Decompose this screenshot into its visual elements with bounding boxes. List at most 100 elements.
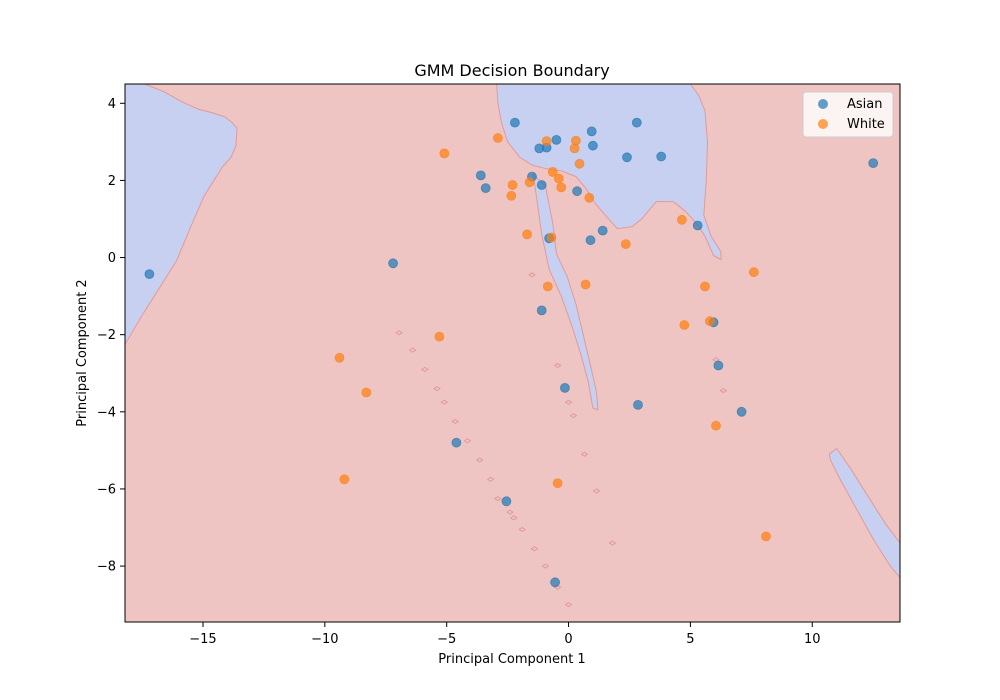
point-asian <box>597 225 608 236</box>
point-white <box>571 135 581 146</box>
boundary-artifact <box>408 347 417 353</box>
legend-marker-white <box>818 119 828 129</box>
x-axis-title: Principal Component 1 <box>438 652 585 667</box>
point-asian <box>480 183 491 194</box>
y-tick-label: 0 <box>108 251 116 266</box>
decision-region-background <box>125 84 900 622</box>
boundary-artifact <box>569 413 578 419</box>
point-asian <box>713 360 724 371</box>
point-asian <box>388 258 399 269</box>
y-tick-label: 4 <box>108 97 116 112</box>
point-asian <box>572 186 582 197</box>
point-asian <box>585 235 596 246</box>
boundary-artifact <box>564 602 573 608</box>
boundary-artifact <box>712 357 720 363</box>
point-white <box>507 180 518 190</box>
x-tick-label: −5 <box>437 632 456 647</box>
x-tick-label: −10 <box>311 632 338 647</box>
point-white <box>679 320 690 330</box>
boundary-artifact <box>463 438 472 444</box>
boundary-artifact <box>509 515 518 521</box>
point-white <box>584 192 595 203</box>
boundary-artifact <box>395 330 404 336</box>
boundary-artifact <box>493 495 502 502</box>
point-white <box>522 229 532 240</box>
boundary-artifact <box>592 488 601 494</box>
legend-label-white: White <box>847 117 885 132</box>
y-tick-label: −8 <box>97 560 116 575</box>
region-left <box>125 84 238 346</box>
boundary-artifact <box>475 457 484 463</box>
point-white <box>542 281 553 292</box>
boundary-artifact <box>451 418 460 425</box>
point-white <box>580 279 591 290</box>
point-asian <box>536 305 547 316</box>
boundary-artifact <box>506 509 514 515</box>
point-white <box>439 148 450 159</box>
point-asian <box>588 140 598 151</box>
point-white <box>748 267 759 278</box>
point-white <box>492 133 503 143</box>
boundary-artifact <box>530 546 539 552</box>
point-white <box>546 232 557 243</box>
point-white <box>705 316 715 327</box>
point-asian <box>550 577 560 588</box>
point-asian <box>656 151 667 162</box>
y-axis: −8 −6 −4 −2 0 2 4 <box>97 97 125 575</box>
boundary-artifact <box>528 272 536 278</box>
point-white <box>700 281 710 292</box>
boundary-artifact <box>433 386 441 392</box>
point-asian <box>475 170 486 181</box>
point-white <box>552 478 563 489</box>
x-tick-label: 10 <box>804 632 821 647</box>
y-tick-label: −6 <box>97 482 116 497</box>
boundary-artifact <box>580 451 589 457</box>
point-asian <box>551 134 562 145</box>
point-asian <box>451 437 462 448</box>
point-white <box>434 331 445 342</box>
point-asian <box>536 180 547 190</box>
point-white <box>574 158 585 169</box>
point-asian <box>692 220 703 231</box>
legend-marker-asian <box>818 99 828 109</box>
point-asian <box>510 117 520 128</box>
x-tick-label: 0 <box>564 632 572 647</box>
boundary-artifact <box>553 362 562 369</box>
point-asian <box>631 117 642 128</box>
legend-label-asian: Asian <box>847 97 882 112</box>
boundary-artifact <box>719 388 728 394</box>
y-tick-label: 2 <box>108 174 116 189</box>
chart-title: GMM Decision Boundary <box>414 61 609 80</box>
point-white <box>541 136 552 147</box>
point-asian <box>586 126 597 137</box>
point-asian <box>560 382 570 393</box>
point-asian <box>736 406 747 417</box>
point-asian <box>622 152 632 163</box>
plot-area <box>125 84 900 622</box>
x-tick-label: −15 <box>189 632 216 647</box>
plot-frame <box>124 83 901 623</box>
point-white <box>361 387 372 398</box>
x-tick-label: 5 <box>686 632 694 647</box>
legend: Asian White <box>802 91 894 138</box>
point-asian <box>501 496 512 507</box>
point-white <box>334 352 345 363</box>
boundary-artifact <box>486 476 495 482</box>
decision-boundary-artifacts <box>395 272 728 608</box>
point-white <box>524 177 535 188</box>
point-white <box>556 182 567 193</box>
point-white <box>547 166 558 177</box>
boundary-artifact <box>564 399 573 405</box>
point-white <box>339 474 350 485</box>
point-white <box>677 214 687 225</box>
region-bottom-right <box>828 447 900 579</box>
point-white <box>506 190 517 201</box>
point-white <box>553 173 564 184</box>
region-top-center <box>496 84 722 261</box>
point-white <box>711 420 721 431</box>
point-asian <box>633 399 643 410</box>
boundary-artifact <box>608 540 617 546</box>
scatter-points <box>144 117 879 588</box>
y-tick-label: −4 <box>97 405 116 420</box>
